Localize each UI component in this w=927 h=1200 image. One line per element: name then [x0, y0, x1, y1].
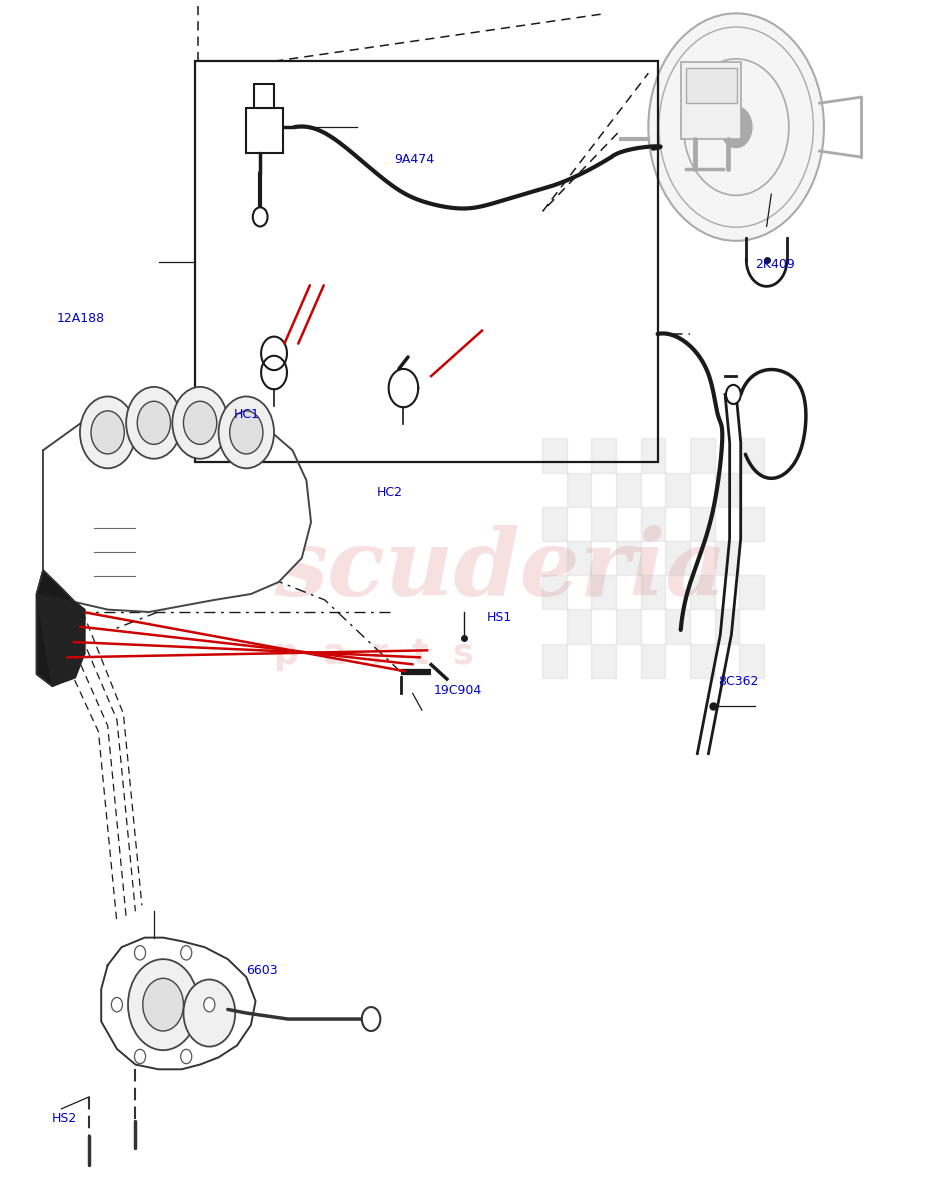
Bar — [715, 610, 739, 643]
Bar — [690, 438, 715, 473]
Bar — [641, 575, 666, 610]
Circle shape — [726, 385, 741, 404]
Bar — [566, 610, 591, 643]
Bar — [641, 506, 666, 541]
Bar — [591, 506, 616, 541]
Circle shape — [720, 107, 752, 148]
Circle shape — [184, 979, 235, 1046]
Bar — [666, 473, 690, 506]
Bar — [739, 438, 764, 473]
Bar — [616, 473, 641, 506]
Bar — [542, 643, 566, 678]
Circle shape — [253, 208, 268, 227]
Bar — [690, 575, 715, 610]
Circle shape — [111, 997, 122, 1012]
Bar — [666, 610, 690, 643]
Text: HC2: HC2 — [376, 486, 402, 499]
Circle shape — [184, 401, 217, 444]
Bar — [666, 541, 690, 575]
Bar — [690, 643, 715, 678]
Polygon shape — [36, 594, 84, 686]
Polygon shape — [36, 570, 84, 686]
Bar — [686, 67, 737, 103]
Bar — [566, 541, 591, 575]
Circle shape — [134, 1049, 146, 1063]
Text: p  a  r  t  s: p a r t s — [274, 637, 474, 671]
Bar — [591, 438, 616, 473]
Bar — [591, 643, 616, 678]
Circle shape — [134, 946, 146, 960]
Circle shape — [181, 1049, 192, 1063]
Circle shape — [648, 13, 824, 241]
Circle shape — [219, 396, 274, 468]
Polygon shape — [101, 937, 256, 1069]
Bar — [542, 506, 566, 541]
Bar — [739, 643, 764, 678]
Bar — [641, 643, 666, 678]
Bar — [690, 506, 715, 541]
Bar — [681, 61, 742, 139]
Circle shape — [137, 401, 171, 444]
Bar — [196, 61, 657, 462]
Bar — [566, 473, 591, 506]
Bar — [247, 108, 284, 154]
Circle shape — [128, 959, 198, 1050]
Bar — [616, 541, 641, 575]
Text: HS2: HS2 — [52, 1112, 78, 1126]
Bar — [616, 610, 641, 643]
Bar — [591, 575, 616, 610]
Text: 8C362: 8C362 — [717, 674, 758, 688]
Circle shape — [126, 386, 182, 458]
Bar — [641, 438, 666, 473]
Bar — [715, 473, 739, 506]
Text: 2K409: 2K409 — [755, 258, 794, 271]
Circle shape — [80, 396, 135, 468]
Text: scuderia: scuderia — [274, 526, 727, 616]
Bar — [739, 506, 764, 541]
Text: 9A474: 9A474 — [394, 152, 435, 166]
Bar — [715, 541, 739, 575]
Bar — [254, 84, 274, 108]
Text: HS1: HS1 — [487, 611, 512, 624]
Circle shape — [91, 410, 124, 454]
Bar — [542, 575, 566, 610]
Text: HC1: HC1 — [234, 408, 260, 421]
Circle shape — [172, 386, 228, 458]
Bar — [542, 438, 566, 473]
Circle shape — [230, 410, 263, 454]
Text: 12A188: 12A188 — [57, 312, 105, 325]
Circle shape — [143, 978, 184, 1031]
Circle shape — [362, 1007, 380, 1031]
Text: 19C904: 19C904 — [434, 684, 482, 697]
Text: 6603: 6603 — [247, 964, 278, 977]
Bar — [739, 575, 764, 610]
Circle shape — [204, 997, 215, 1012]
Circle shape — [181, 946, 192, 960]
Polygon shape — [43, 408, 311, 612]
